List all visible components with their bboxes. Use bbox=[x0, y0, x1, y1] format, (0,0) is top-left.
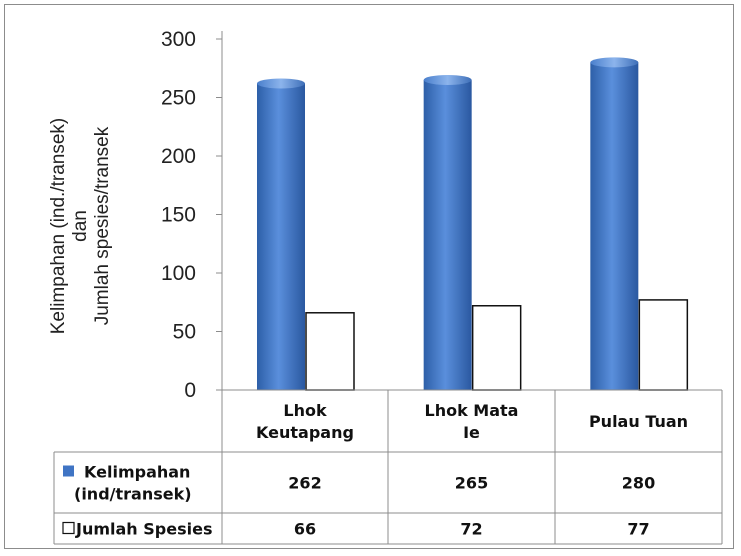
bar-kelimpahan-top bbox=[423, 74, 472, 85]
bar-kelimpahan bbox=[257, 83, 305, 391]
category-label: Pulau Tuan bbox=[589, 412, 688, 431]
y-tick-label: 200 bbox=[161, 145, 196, 168]
category-label: Lhok bbox=[283, 401, 327, 420]
legend-key-jumlah-spesies bbox=[62, 521, 75, 535]
bar-jumlah-spesies bbox=[305, 312, 355, 391]
y-tick-label: 300 bbox=[161, 28, 196, 51]
legend-series-name: Jumlah Spesies bbox=[75, 520, 212, 539]
y-tick-label: 0 bbox=[184, 379, 196, 402]
bar-kelimpahan bbox=[590, 62, 639, 391]
bar-jumlah-spesies bbox=[471, 305, 522, 391]
legend-key-kelimpahan bbox=[63, 465, 74, 477]
legend-series-name: (ind/transek) bbox=[74, 485, 192, 504]
y-tick-label: 100 bbox=[161, 262, 196, 285]
legend-series-name: Kelimpahan bbox=[84, 463, 190, 482]
data-value-label: 265 bbox=[455, 474, 488, 493]
data-value-label: 262 bbox=[288, 474, 321, 493]
data-value-label: 72 bbox=[460, 520, 482, 539]
category-label: Ie bbox=[463, 423, 480, 442]
y-tick-label: 50 bbox=[173, 321, 196, 344]
data-value-label: 66 bbox=[294, 520, 316, 539]
y-tick-label: 150 bbox=[161, 204, 196, 227]
category-label: Keutapang bbox=[256, 423, 354, 442]
data-value-label: 280 bbox=[622, 474, 655, 493]
bar-kelimpahan bbox=[423, 79, 472, 390]
bar-kelimpahan-top bbox=[257, 78, 305, 89]
category-label: Lhok Mata bbox=[425, 401, 519, 420]
y-tick-label: 250 bbox=[161, 87, 196, 110]
bar-jumlah-spesies bbox=[638, 299, 689, 391]
bar-kelimpahan-top bbox=[590, 57, 639, 68]
data-value-label: 77 bbox=[627, 520, 649, 539]
